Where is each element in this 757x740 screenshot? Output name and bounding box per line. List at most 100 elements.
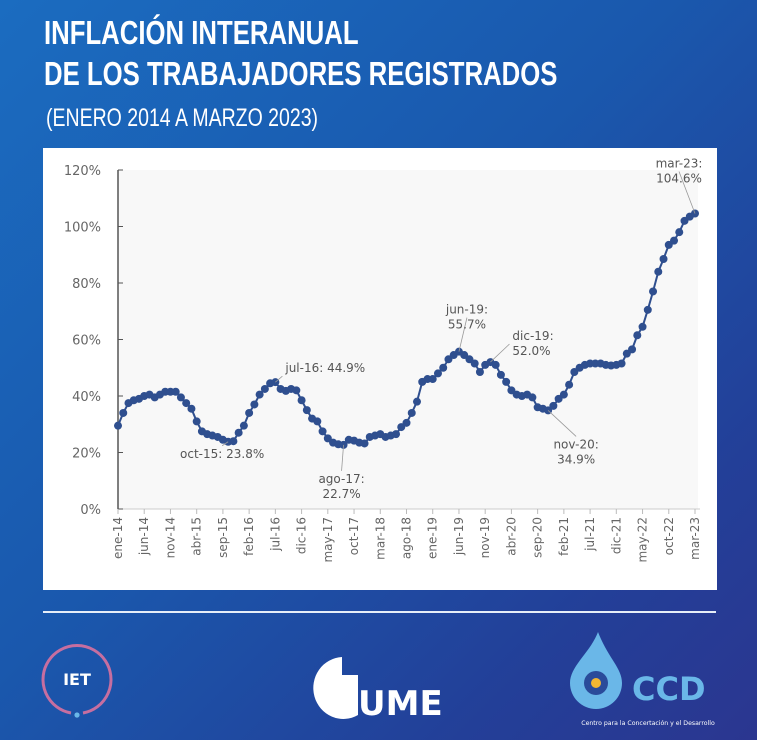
data-point (297, 396, 306, 405)
annotation-leader (547, 410, 577, 437)
annotation-label: nov-20: (553, 437, 598, 451)
x-tick-label: abr-15 (190, 517, 204, 556)
iet-logo: IET (41, 644, 113, 718)
annotation-leader (275, 375, 283, 383)
annotation-label: jun-19: (445, 303, 488, 317)
ccd-drop-dot (591, 678, 601, 688)
data-point (402, 418, 411, 427)
data-point (633, 331, 642, 340)
y-tick-label: 120% (64, 164, 101, 179)
data-point (250, 400, 259, 409)
data-point (654, 267, 663, 276)
data-point (292, 386, 301, 395)
data-point (675, 228, 684, 237)
x-tick-label: jun-14 (137, 517, 151, 556)
x-tick-label: sep-20 (531, 517, 545, 558)
annotation-label: jul-16: 44.9% (284, 361, 365, 375)
data-point (171, 387, 180, 396)
annotation-leader (490, 343, 510, 363)
data-point (412, 397, 421, 406)
umet-logo: UMET (313, 657, 442, 720)
inflation-line-chart: 0% 20% 40% 60% 80% 100% 120% ene-14 jun-14 nov-14… (64, 157, 703, 563)
x-tick-label: sep-15 (216, 517, 230, 558)
data-point (229, 437, 238, 446)
umet-circle (313, 657, 358, 719)
data-point (433, 369, 442, 378)
y-tick-label: 80% (72, 277, 101, 292)
data-point (187, 404, 196, 413)
annotation-label: 55.7% (448, 318, 486, 332)
iet-dot (74, 712, 80, 718)
annotation-label: ago-17: (318, 472, 364, 486)
x-tick-label: abr-20 (504, 517, 518, 556)
annotation-label: oct-15: 23.8% (180, 447, 264, 461)
annotation-label: mar-23: (656, 157, 703, 171)
data-point (313, 417, 322, 426)
ccd-logo: CCD Centro para la Concertación y el Des… (570, 632, 715, 727)
data-point (234, 428, 243, 437)
x-tick-label: nov-14 (163, 517, 177, 558)
data-point (549, 401, 558, 410)
data-point (496, 370, 505, 379)
data-point (245, 408, 254, 417)
annotation-label: dic-19: (512, 329, 553, 343)
data-point (659, 254, 668, 263)
x-tick-label: ago-18 (400, 517, 414, 559)
annotation-label: 104.6% (656, 172, 702, 186)
x-tick-label: oct-22 (662, 517, 676, 555)
y-tick-label: 100% (64, 221, 101, 236)
data-point (528, 393, 537, 402)
data-point (475, 367, 484, 376)
divider (43, 611, 716, 613)
data-point (565, 380, 574, 389)
data-point (670, 236, 679, 245)
chart-subtitle: (ENERO 2014 A MARZO 2023) (46, 104, 319, 132)
data-point (502, 377, 511, 386)
data-point (617, 359, 626, 368)
ccd-logo-text: CCD (632, 670, 706, 708)
data-point (439, 363, 448, 372)
x-tick-label: oct-17 (347, 517, 361, 555)
data-point (643, 305, 652, 314)
data-point (470, 359, 479, 368)
chart-title-line2: DE LOS TRABAJADORES REGISTRADOS (44, 55, 558, 92)
data-point (192, 417, 201, 426)
y-tick-label: 60% (72, 334, 101, 349)
data-point (176, 393, 185, 402)
x-tick-label: mar-18 (373, 517, 387, 560)
ccd-drop (570, 632, 622, 709)
x-tick-label: ene-19 (426, 517, 440, 559)
data-point (318, 427, 327, 436)
y-tick-label: 0% (80, 503, 101, 518)
annotation-leader (341, 444, 344, 471)
data-point (260, 384, 269, 393)
x-tick-label: nov-19 (478, 517, 492, 558)
x-tick-label: dic-21 (609, 517, 623, 554)
ccd-tagline: Centro para la Concertación y el Desarro… (581, 719, 715, 727)
x-tick-label: jul-16 (268, 517, 282, 552)
data-point (638, 322, 647, 331)
iet-ring (41, 644, 113, 715)
x-tick-label: jun-19 (452, 517, 466, 556)
data-point (407, 408, 416, 417)
data-point (392, 430, 401, 439)
data-point (119, 408, 128, 417)
data-point (302, 406, 311, 415)
x-tick-label: feb-21 (557, 517, 571, 556)
data-point (491, 360, 500, 369)
x-tick-label: feb-16 (242, 517, 256, 556)
x-tick-label: jul-21 (583, 517, 597, 552)
x-tick-label: ene-14 (111, 517, 125, 559)
data-point (628, 345, 637, 354)
x-tick-label: may-17 (321, 517, 335, 563)
data-point (114, 421, 122, 430)
annotation-leader (678, 171, 696, 214)
data-point (428, 375, 437, 384)
x-tick-label: may-22 (636, 517, 650, 563)
annotation-label: 34.9% (557, 452, 595, 466)
annotation-label: 52.0% (512, 344, 550, 358)
data-point (360, 439, 369, 448)
plot-area (118, 170, 698, 509)
x-tick-label: dic-16 (295, 517, 309, 554)
data-point (182, 399, 191, 408)
